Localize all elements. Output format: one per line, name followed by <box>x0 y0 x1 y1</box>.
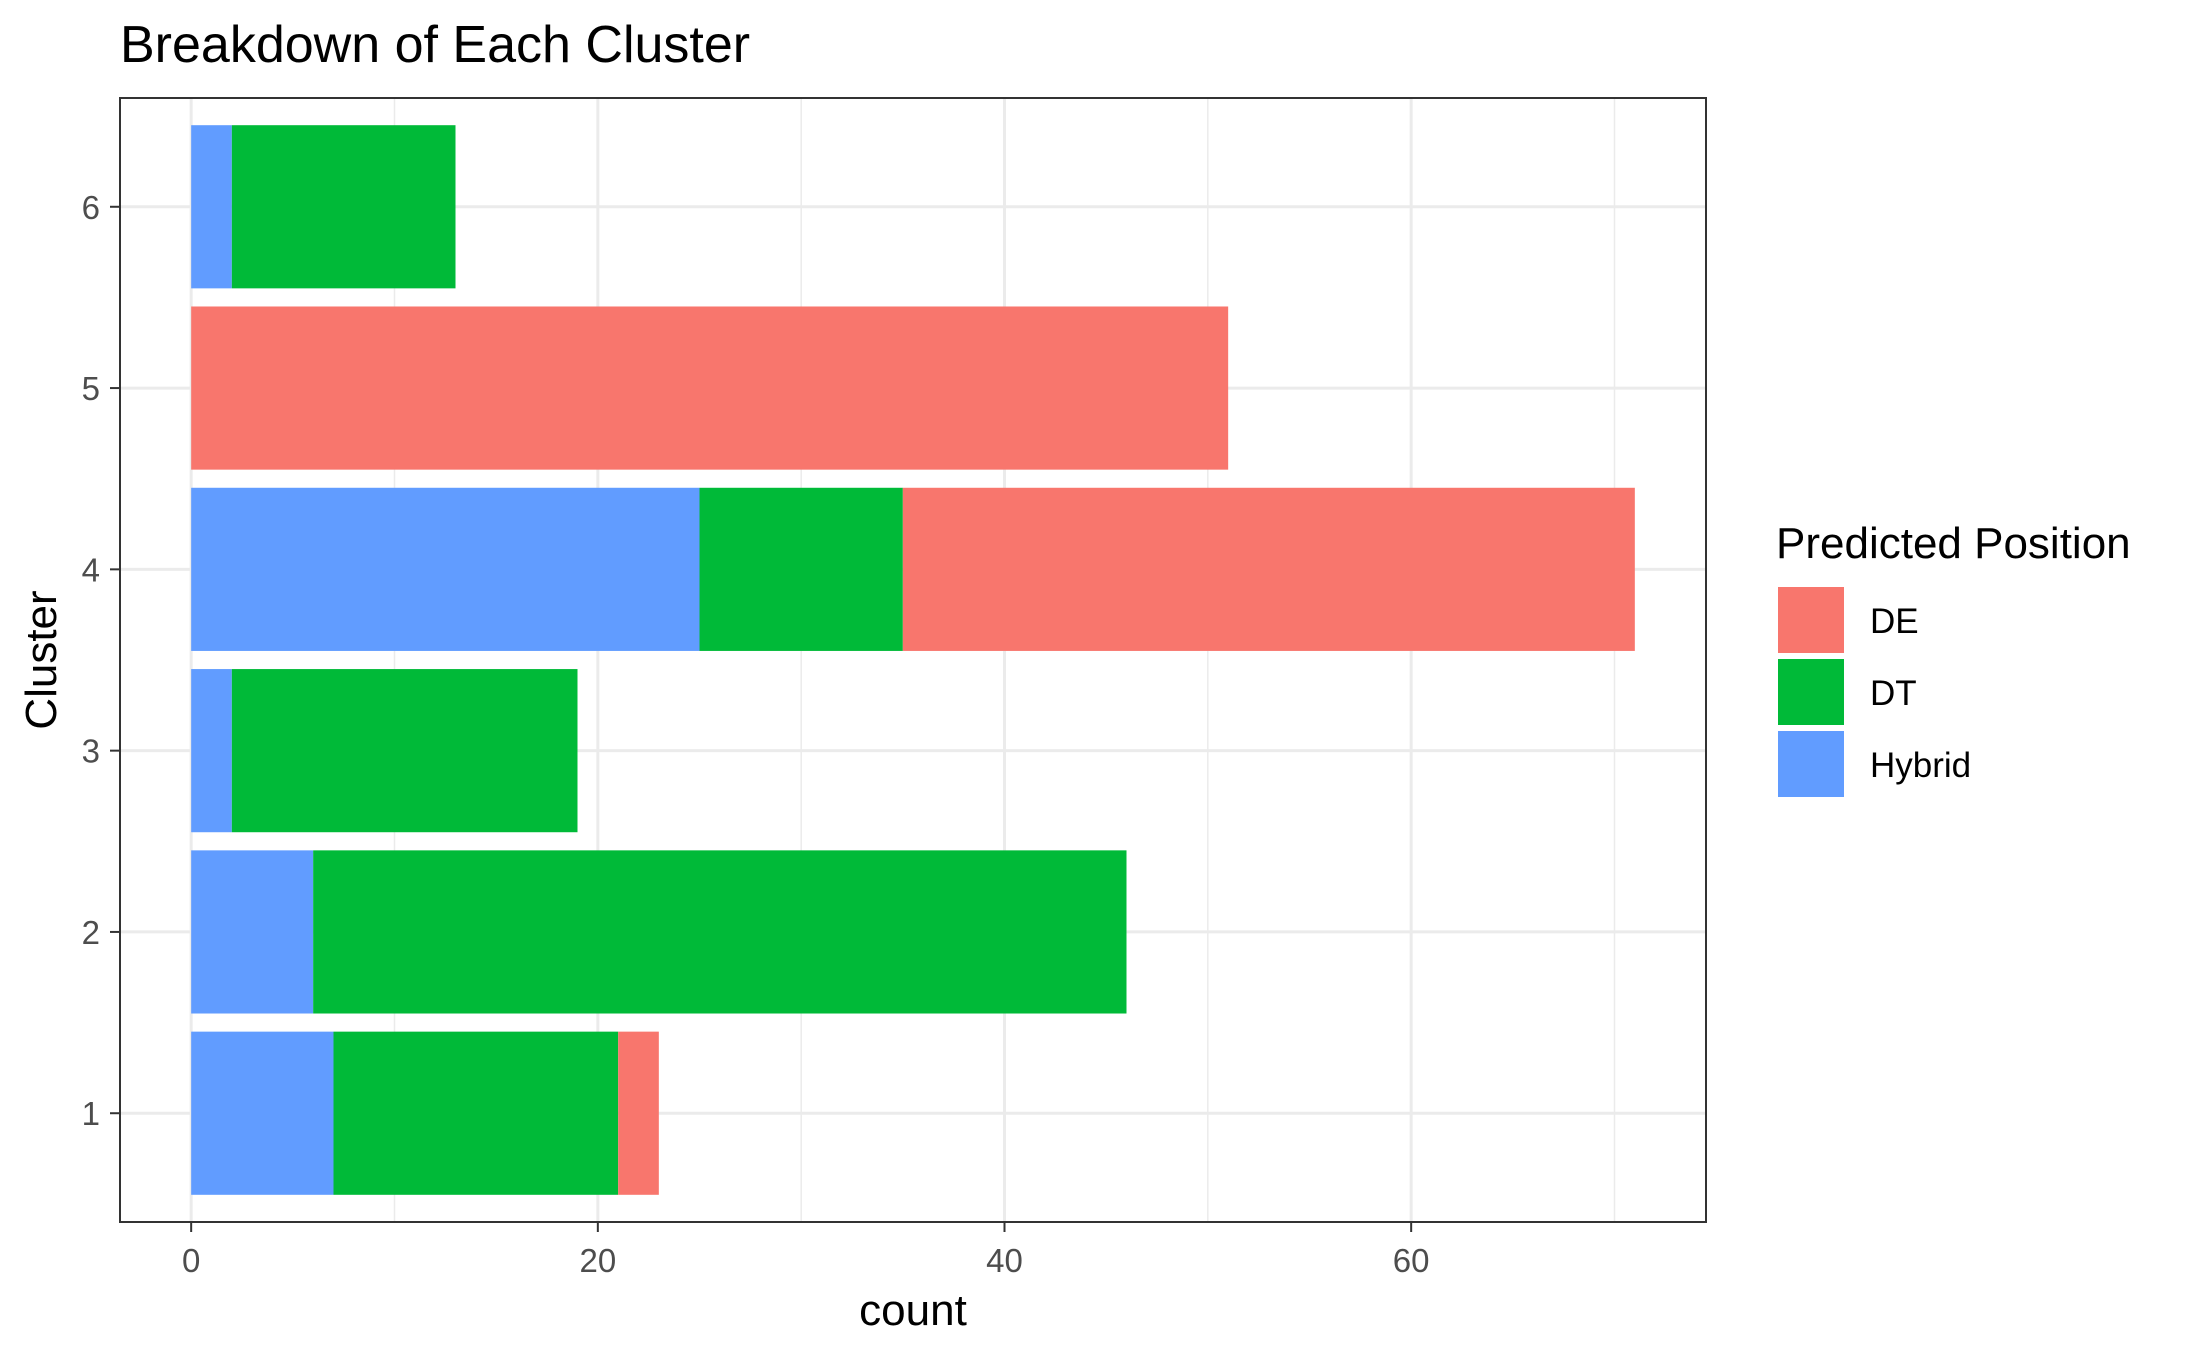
y-tick-label: 2 <box>82 914 100 951</box>
plot-panel-border <box>119 97 1707 1223</box>
bar-cluster-3-dt <box>231 669 578 833</box>
y-axis-title: Cluster <box>17 590 66 729</box>
legend-title: Predicted Position <box>1776 519 2131 568</box>
x-axis-title: count <box>859 1286 967 1335</box>
chart-title: Breakdown of Each Cluster <box>120 16 750 74</box>
bar-cluster-1-dt <box>333 1031 619 1195</box>
legend: Predicted Position DE DT Hybrid <box>1776 519 2131 797</box>
bar-cluster-2-hybrid <box>191 850 314 1014</box>
y-tick-label: 3 <box>82 733 100 770</box>
legend-key-dt <box>1778 659 1844 725</box>
legend-key-de <box>1778 587 1844 653</box>
x-tick-label: 20 <box>579 1242 616 1279</box>
bar-cluster-5-de <box>191 306 1229 470</box>
bar-cluster-6-hybrid <box>191 125 232 289</box>
bar-cluster-1-de <box>618 1031 659 1195</box>
y-tick-label: 6 <box>82 189 100 226</box>
bar-cluster-2-dt <box>313 850 1127 1014</box>
y-tick-label: 5 <box>82 370 100 407</box>
legend-label-dt: DT <box>1870 674 1917 713</box>
legend-label-hybrid: Hybrid <box>1870 746 1971 785</box>
x-tick-label: 0 <box>182 1242 200 1279</box>
bar-cluster-4-hybrid <box>191 487 700 651</box>
bars <box>191 125 1635 1195</box>
y-tick-label: 1 <box>82 1095 100 1132</box>
bar-cluster-4-de <box>902 487 1635 651</box>
bar-cluster-6-dt <box>231 125 456 289</box>
bar-cluster-4-dt <box>699 487 903 651</box>
x-tick-label: 60 <box>1393 1242 1430 1279</box>
legend-key-hybrid <box>1778 731 1844 797</box>
legend-label-de: DE <box>1870 602 1919 641</box>
y-tick-label: 4 <box>82 551 100 588</box>
bar-cluster-3-hybrid <box>191 669 232 833</box>
x-tick-label: 40 <box>986 1242 1023 1279</box>
axes: 0 20 40 60 1 2 3 4 5 6 <box>82 189 1430 1279</box>
bar-cluster-1-hybrid <box>191 1031 334 1195</box>
